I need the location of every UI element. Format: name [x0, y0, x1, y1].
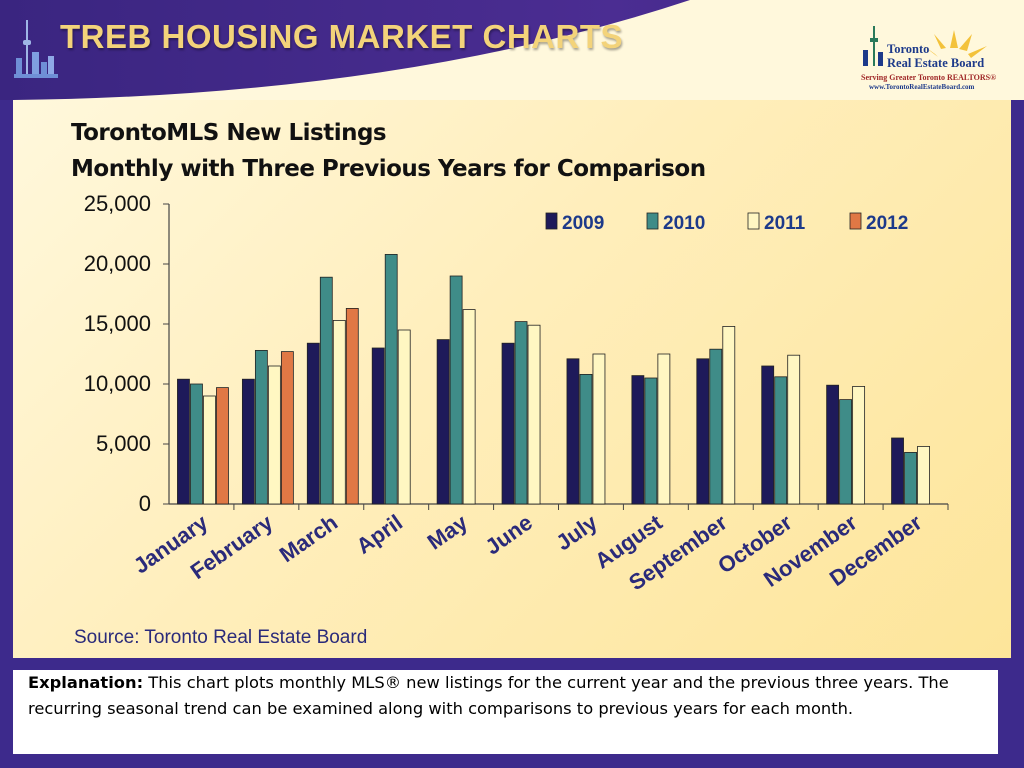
bar-2011-august	[657, 353, 671, 505]
bar-2009-november	[826, 384, 840, 505]
footer-band	[0, 754, 1024, 768]
bar-2010-february	[254, 349, 268, 505]
bar-2011-april	[397, 329, 411, 505]
bar-2010-november	[839, 399, 853, 505]
bar-2011-november	[852, 385, 866, 505]
bar-2011-june	[527, 324, 541, 505]
bar-2010-december	[904, 451, 917, 505]
legend-label-2012: 2012	[866, 213, 908, 234]
legend-label-2010: 2010	[663, 213, 705, 234]
header-title: TREB HOUSING MARKET CHARTS	[60, 18, 623, 55]
explanation-label: Explanation:	[28, 673, 144, 692]
bar-2011-december	[917, 445, 930, 505]
source-note: Source: Toronto Real Estate Board	[74, 627, 368, 648]
bars	[177, 253, 930, 505]
logo-tagline: Serving Greater Toronto REALTORS®	[861, 73, 997, 82]
legend-swatch-2011	[747, 212, 760, 230]
bar-2009-july	[566, 358, 580, 505]
legend: 2009 2010 2011 2012	[545, 212, 908, 234]
bar-2010-september	[709, 348, 723, 505]
sunburst-icon	[863, 26, 987, 66]
bar-2009-february	[241, 378, 255, 505]
bar-2009-april	[371, 347, 385, 505]
bar-2010-january	[190, 383, 203, 505]
bar-2009-september	[696, 358, 710, 505]
cn-tower-icon	[14, 20, 58, 78]
y-tick-label: 25,000	[84, 191, 151, 216]
legend-label-2009: 2009	[562, 213, 604, 234]
y-tick-label: 15,000	[84, 311, 151, 336]
bar-2010-march	[319, 276, 333, 505]
bar-2011-march	[332, 319, 346, 505]
legend-swatch-2012	[849, 212, 862, 230]
x-tick-label: July	[551, 509, 602, 555]
bar-2010-june	[514, 321, 528, 505]
chart-title-line2: Monthly with Three Previous Years for Co…	[71, 156, 706, 182]
treb-logo: Toronto Real Estate Board Serving Greate…	[855, 22, 1005, 94]
y-tick-label: 10,000	[84, 371, 151, 396]
bar-2009-march	[306, 342, 320, 505]
bar-2010-august	[644, 377, 658, 505]
explanation-box: Explanation: This chart plots monthly ML…	[13, 670, 998, 754]
explanation-text: This chart plots monthly MLS® new listin…	[28, 673, 949, 718]
x-tick-label: April	[352, 510, 407, 559]
x-tick-label: June	[480, 510, 536, 560]
bar-2011-february	[267, 365, 281, 505]
bar-2011-january	[203, 395, 216, 505]
bar-2012-march	[345, 307, 359, 505]
bar-2009-june	[501, 342, 515, 505]
bar-2010-may	[449, 275, 463, 505]
logo-name-line2: Real Estate Board	[887, 56, 985, 70]
y-tick-label: 20,000	[84, 251, 151, 276]
bar-2009-january	[177, 378, 190, 505]
bar-2012-february	[280, 351, 294, 505]
bar-2009-december	[891, 437, 904, 505]
y-tick-label: 5,000	[96, 431, 151, 456]
bar-2011-september	[722, 325, 736, 505]
bar-2010-april	[384, 253, 398, 505]
y-axis-ticks: 0 5,000 10,000 15,000 20,000 25,000	[84, 191, 169, 516]
y-tick-label: 0	[139, 491, 151, 516]
header-band	[0, 0, 1024, 100]
bar-2009-october	[761, 365, 775, 505]
bar-2010-july	[579, 373, 593, 505]
bar-2010-october	[774, 376, 788, 505]
legend-swatch-2009	[545, 212, 558, 230]
legend-label-2011: 2011	[764, 213, 806, 234]
logo-url: www.TorontoRealEstateBoard.com	[869, 83, 975, 91]
bar-2011-may	[462, 309, 476, 505]
bar-2012-january	[216, 387, 229, 505]
legend-swatch-2010	[646, 212, 659, 230]
x-tick-label: May	[423, 509, 473, 554]
bar-2009-august	[631, 375, 645, 505]
x-tick-label: March	[275, 510, 342, 568]
bar-2011-october	[787, 354, 801, 505]
chart-title-line1: TorontoMLS New Listings	[71, 120, 387, 146]
bar-2011-july	[592, 353, 606, 505]
bar-2009-may	[436, 339, 450, 505]
logo-name-line1: Toronto	[887, 42, 930, 56]
